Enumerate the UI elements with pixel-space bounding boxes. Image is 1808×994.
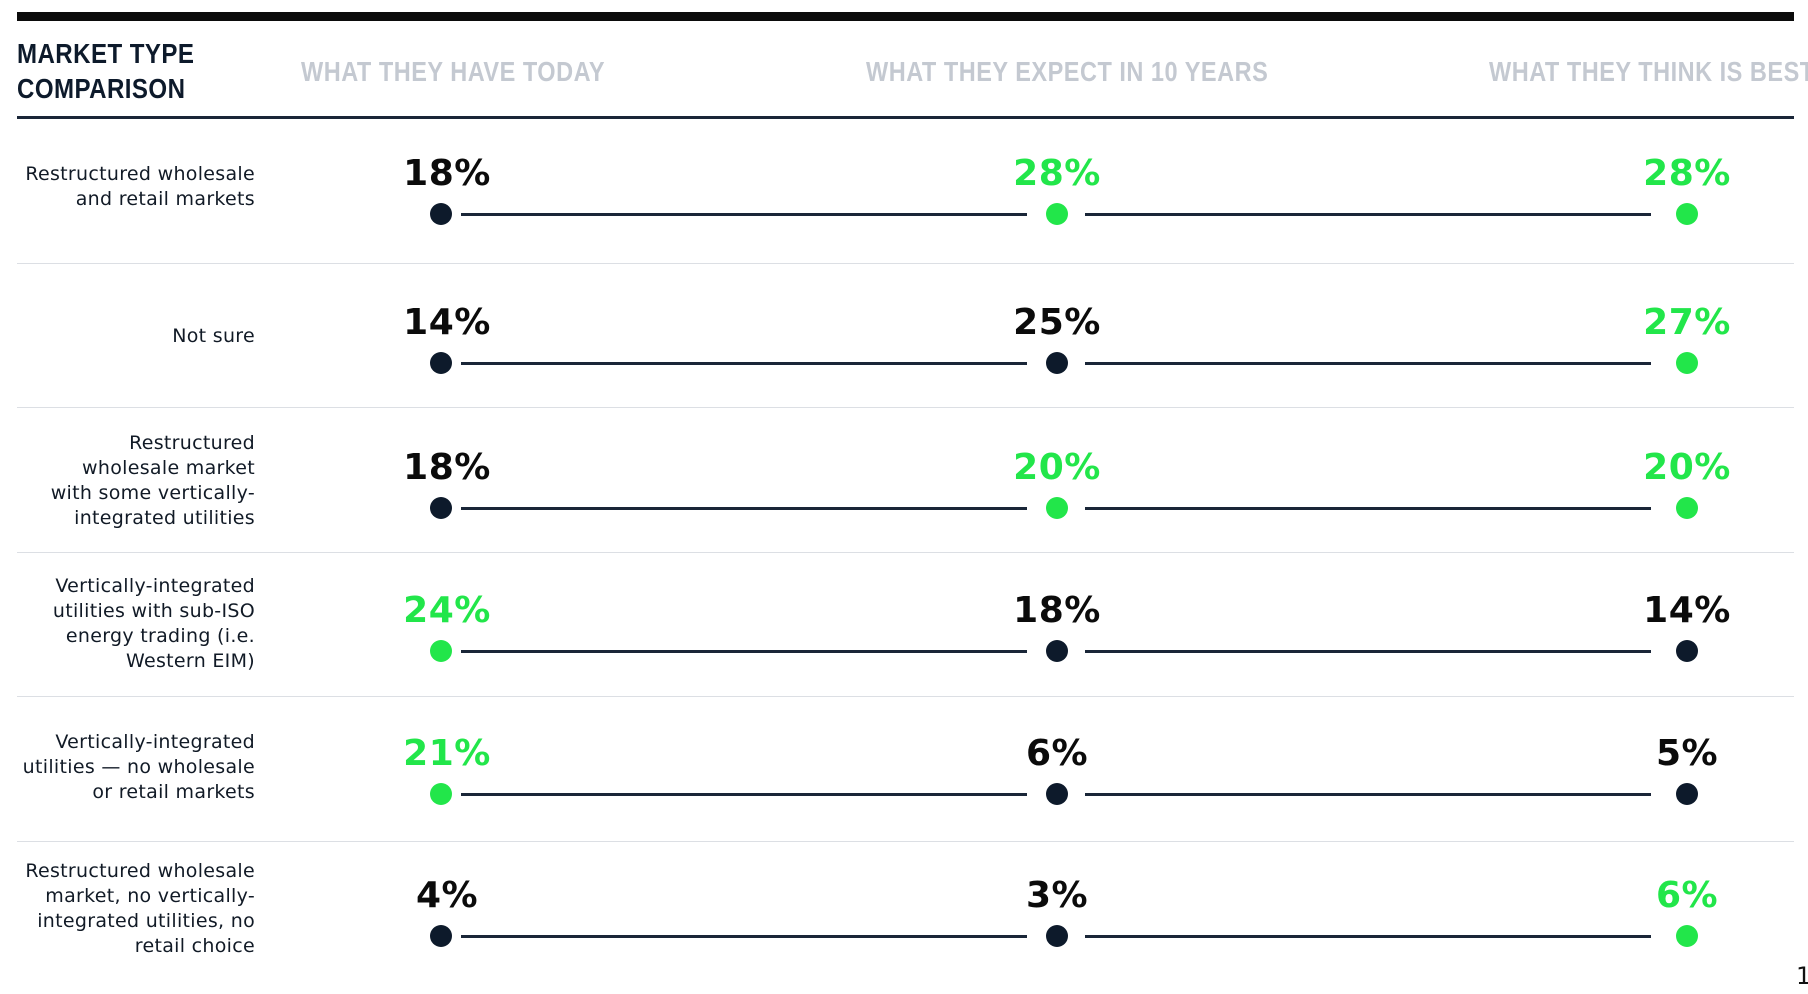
row-label-line: retail choice bbox=[134, 935, 255, 957]
data-value-label: 14% bbox=[1643, 590, 1731, 631]
row-separator bbox=[17, 552, 1794, 553]
row-label: Restructured wholesale market, no vertica… bbox=[0, 859, 255, 959]
connector-line bbox=[461, 650, 1027, 653]
data-value-label: 25% bbox=[1013, 302, 1101, 343]
data-value-label: 4% bbox=[415, 875, 479, 916]
data-point-dot bbox=[430, 203, 452, 225]
data-value-label: 18% bbox=[403, 153, 491, 194]
row-label: Vertically-integrated utilities — no whol… bbox=[0, 730, 255, 805]
top-rule bbox=[17, 12, 1794, 21]
data-point-dot bbox=[1676, 497, 1698, 519]
row-separator bbox=[17, 696, 1794, 697]
chart-title-line-2: COMPARISON bbox=[17, 73, 186, 104]
chart-title: MARKET TYPE COMPARISON bbox=[17, 36, 215, 106]
data-point-dot bbox=[430, 497, 452, 519]
data-point-dot bbox=[1676, 203, 1698, 225]
row-label-line: wholesale market bbox=[82, 457, 255, 479]
data-point-dot bbox=[1046, 497, 1068, 519]
row-label-line: Vertically-integrated bbox=[55, 575, 255, 597]
row-label-line: energy trading (i.e. bbox=[65, 625, 255, 647]
connector-line bbox=[461, 793, 1027, 796]
connector-line bbox=[461, 213, 1027, 216]
data-point-dot bbox=[1676, 925, 1698, 947]
column-header-best: WHAT THEY THINK IS BEST bbox=[1489, 56, 1808, 87]
data-value-label: 14% bbox=[403, 302, 491, 343]
data-value-label: 20% bbox=[1013, 447, 1101, 488]
connector-line bbox=[1085, 213, 1651, 216]
row-label-line: Restructured wholesale bbox=[25, 163, 255, 185]
row-label-line: integrated utilities, no bbox=[37, 910, 255, 932]
data-value-label: 20% bbox=[1643, 447, 1731, 488]
row-label-line: utilities — no wholesale bbox=[22, 755, 255, 778]
row-label-line: Western EIM) bbox=[126, 650, 255, 672]
connector-line bbox=[1085, 650, 1651, 653]
column-header-10-years: WHAT THEY EXPECT IN 10 YEARS bbox=[866, 56, 1269, 87]
header-rule bbox=[17, 116, 1794, 119]
data-point-dot bbox=[1046, 203, 1068, 225]
connector-line bbox=[1085, 362, 1651, 365]
connector-line bbox=[1085, 507, 1651, 510]
data-value-label: 28% bbox=[1013, 153, 1101, 194]
row-separator bbox=[17, 841, 1794, 842]
data-point-dot bbox=[430, 640, 452, 662]
data-value-label: 27% bbox=[1643, 302, 1731, 343]
chart-title-line-1: MARKET TYPE bbox=[17, 38, 195, 69]
data-point-dot bbox=[1046, 925, 1068, 947]
data-point-dot bbox=[1046, 640, 1068, 662]
row-label: Not sure bbox=[0, 324, 255, 349]
data-value-label: 3% bbox=[1025, 875, 1089, 916]
row-label-line: with some vertically- bbox=[50, 482, 255, 504]
data-value-label: 18% bbox=[1013, 590, 1101, 631]
connector-line bbox=[461, 935, 1027, 938]
connector-line bbox=[461, 362, 1027, 365]
data-value-label: 21% bbox=[403, 733, 491, 774]
row-label-line: Vertically-integrated bbox=[55, 730, 255, 753]
data-point-dot bbox=[430, 352, 452, 374]
data-value-label: 5% bbox=[1655, 733, 1719, 774]
data-point-dot bbox=[430, 783, 452, 805]
column-header-today: WHAT THEY HAVE TODAY bbox=[301, 56, 606, 87]
row-separator bbox=[17, 407, 1794, 408]
row-label-line: integrated utilities bbox=[74, 507, 255, 529]
data-point-dot bbox=[430, 925, 452, 947]
connector-line bbox=[1085, 935, 1651, 938]
data-point-dot bbox=[1046, 783, 1068, 805]
data-value-label: 6% bbox=[1025, 733, 1089, 774]
row-label-line: or retail markets bbox=[92, 780, 255, 803]
data-value-label: 24% bbox=[403, 590, 491, 631]
row-separator bbox=[17, 263, 1794, 264]
data-point-dot bbox=[1046, 352, 1068, 374]
row-label-line: Restructured bbox=[129, 432, 255, 454]
data-point-dot bbox=[1676, 352, 1698, 374]
connector-line bbox=[1085, 793, 1651, 796]
row-label-line: Restructured wholesale bbox=[25, 860, 255, 882]
data-value-label: 6% bbox=[1655, 875, 1719, 916]
data-point-dot bbox=[1676, 640, 1698, 662]
data-value-label: 18% bbox=[403, 447, 491, 488]
connector-line bbox=[461, 507, 1027, 510]
data-point-dot bbox=[1676, 783, 1698, 805]
row-label: Restructured wholesale market with some ve… bbox=[0, 431, 255, 531]
data-value-label: 28% bbox=[1643, 153, 1731, 194]
page-number: 1 bbox=[1796, 962, 1808, 990]
row-label-line: utilities with sub-ISO bbox=[52, 600, 255, 622]
row-label-line: and retail markets bbox=[75, 188, 255, 210]
row-label: Restructured wholesale and retail markets bbox=[0, 162, 255, 212]
row-label: Vertically-integrated utilities with sub-… bbox=[0, 574, 255, 674]
row-label-line: market, no vertically- bbox=[45, 885, 255, 907]
row-label-line: Not sure bbox=[172, 324, 255, 347]
